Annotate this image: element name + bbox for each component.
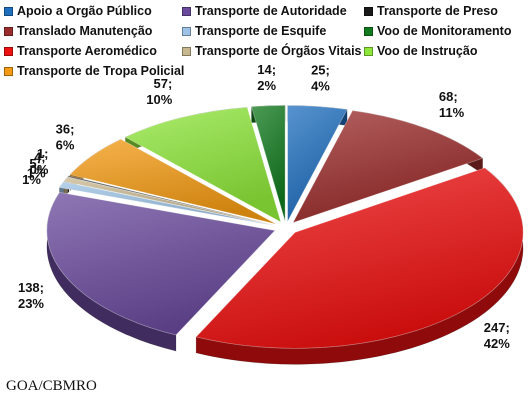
legend-item-transporte-de-autoridade: Transporte de Autoridade <box>182 4 347 18</box>
legend-label: Apoio a Orgão Público <box>17 4 152 18</box>
data-label-voo-de-monitoramento: 14; 2% <box>257 62 276 93</box>
pie-slice-apoio-a-orgao-publico <box>287 105 348 222</box>
pie-slice-transporte-de-esquife <box>58 181 275 227</box>
data-label-transporte-de-preso: 1; 0% <box>30 146 49 177</box>
data-label-transporte-aeromedico: 247; 42% <box>484 320 510 351</box>
legend-label: Transporte Aeromédico <box>17 44 157 58</box>
pie-data-labels: 25; 4% 68; 11% 247; 42% 138; 23% 5; 1%4; 1%1; 0% 36;… <box>18 62 510 351</box>
legend-item-transporte-de-tropa-policial: Transporte de Tropa Policial <box>4 64 184 78</box>
pie-slice-voo-de-monitoramento <box>251 105 286 222</box>
data-label-transporte-de-orgaos-vitais: 4; 1% <box>27 150 46 181</box>
pie-slice-transporte-de-preso <box>67 175 276 226</box>
legend-item-translado-manutencao: Translado Manutenção <box>4 24 152 38</box>
legend-swatch <box>182 26 191 36</box>
legend-label: Translado Manutenção <box>17 24 153 38</box>
source-label: GOA/CBMRO <box>6 378 97 394</box>
legend-swatch <box>364 46 373 56</box>
data-label-translado-manutencao: 68; 11% <box>439 89 465 120</box>
legend-swatch <box>4 46 13 56</box>
legend-swatch <box>4 26 13 36</box>
legend-swatch <box>364 26 373 36</box>
pie-slice-transporte-de-autoridade <box>46 191 276 336</box>
pie-slice-translado-manutencao <box>292 110 484 224</box>
pie-slice-transporte-aeromedico <box>195 167 524 349</box>
legend-swatch <box>4 66 13 76</box>
legend-label: Transporte de Autoridade <box>195 4 347 18</box>
legend-label: Voo de Instrução <box>377 44 478 58</box>
pie-slice-transporte-de-tropa-policial <box>69 138 277 225</box>
legend-item-transporte-de-orgaos-vitais: Transporte de Órgãos Vitais <box>182 44 362 58</box>
pie-slices <box>46 105 524 349</box>
legend-swatch <box>4 6 13 16</box>
data-label-transporte-de-autoridade: 138; 23% <box>18 280 44 311</box>
legend-item-transporte-de-preso: Transporte de Preso <box>364 4 498 18</box>
legend-swatch <box>182 46 191 56</box>
legend-item-voo-de-instrucao: Voo de Instrução <box>364 44 477 58</box>
legend-label: Transporte de Órgãos Vitais <box>195 44 362 58</box>
legend-label: Voo de Monitoramento <box>377 24 512 38</box>
data-label-apoio-a-orgao-publico: 25; 4% <box>311 63 330 94</box>
legend-item-apoio-a-orgao-publico: Apoio a Orgão Público <box>4 4 152 18</box>
legend-item-transporte-aeromedico: Transporte Aeromédico <box>4 44 157 58</box>
legend-swatch <box>182 6 191 16</box>
legend-label: Transporte de Preso <box>377 4 498 18</box>
data-label-transporte-de-tropa-policial: 36; 6% <box>56 122 75 153</box>
legend-label: Transporte de Tropa Policial <box>17 64 185 78</box>
legend-item-transporte-de-esquife: Transporte de Esquife <box>182 24 326 38</box>
legend-swatch <box>364 6 373 16</box>
legend-label: Transporte de Esquife <box>195 24 327 38</box>
pie-slice-voo-de-instrucao <box>124 106 282 223</box>
pie-slice-transporte-de-orgaos-vitais <box>63 176 276 226</box>
legend-item-voo-de-monitoramento: Voo de Monitoramento <box>364 24 512 38</box>
data-label-transporte-de-esquife: 5; 1% <box>22 156 41 187</box>
data-label-voo-de-instrucao: 57; 10% <box>146 76 172 107</box>
